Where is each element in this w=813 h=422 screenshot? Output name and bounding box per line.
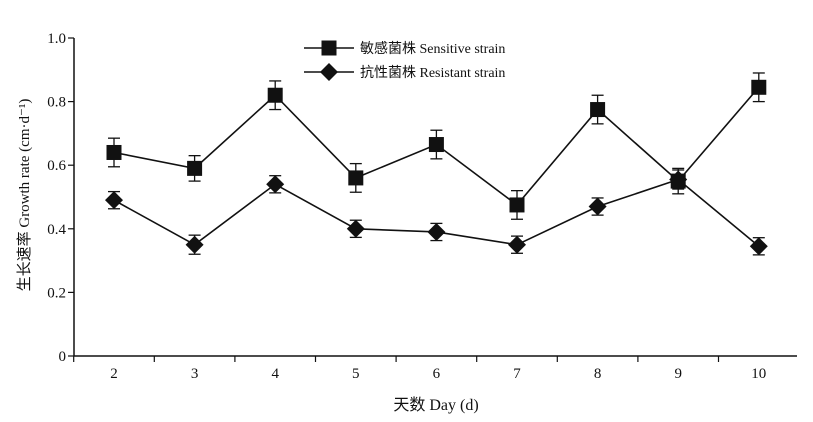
data-point <box>590 102 606 118</box>
x-tick-label: 6 <box>433 366 441 382</box>
legend-item: 敏感菌株 Sensitive strain <box>304 40 505 57</box>
series-1 <box>105 169 768 256</box>
x-tick-label: 5 <box>352 366 360 382</box>
legend-item: 抗性菌株 Resistant strain <box>304 63 505 81</box>
legend-marker <box>321 40 337 56</box>
y-tick-label: 0.2 <box>47 285 66 301</box>
data-point <box>669 170 688 189</box>
series-layer <box>105 72 768 256</box>
data-point <box>266 175 285 194</box>
y-tick-label: 1.0 <box>47 31 66 47</box>
x-axis-title: 天数 Day (d) <box>393 396 478 414</box>
y-tick-label: 0.4 <box>47 222 66 238</box>
data-point <box>346 219 365 238</box>
data-point <box>509 197 525 213</box>
axes-layer: 0 0.2 0.4 0.6 0.8 1.0 2 3 4 5 6 7 8 9 10 <box>47 31 797 382</box>
data-point <box>428 137 444 153</box>
data-point <box>185 235 204 254</box>
x-tick-label: 3 <box>191 366 199 382</box>
data-point <box>187 160 203 176</box>
legend-label: 敏感菌株 Sensitive strain <box>360 40 505 57</box>
legend-marker <box>320 63 338 81</box>
y-tick-label: 0.8 <box>47 95 66 111</box>
y-axis-title: 生长速率 Growth rate (cm·d⁻¹) <box>16 99 33 292</box>
x-tick-label: 4 <box>271 366 279 382</box>
series-0 <box>106 72 767 220</box>
data-point <box>105 191 123 210</box>
data-point <box>751 79 767 95</box>
data-point <box>348 170 364 186</box>
data-point <box>267 87 283 103</box>
x-tick-label: 7 <box>513 366 521 382</box>
data-point <box>427 222 446 241</box>
y-tick-label: 0 <box>59 349 67 365</box>
x-tick-label: 2 <box>110 366 118 382</box>
x-tick-label: 10 <box>751 366 766 382</box>
data-point <box>749 237 768 256</box>
y-tick-label: 0.6 <box>47 158 66 174</box>
legend: 敏感菌株 Sensitive strain 抗性菌株 Resistant stra… <box>304 40 505 81</box>
x-tick-label: 8 <box>594 366 602 382</box>
x-tick-label: 9 <box>674 366 682 382</box>
data-point <box>106 144 122 160</box>
data-point <box>508 235 526 254</box>
data-point <box>588 197 607 216</box>
legend-label: 抗性菌株 Resistant strain <box>360 65 505 81</box>
